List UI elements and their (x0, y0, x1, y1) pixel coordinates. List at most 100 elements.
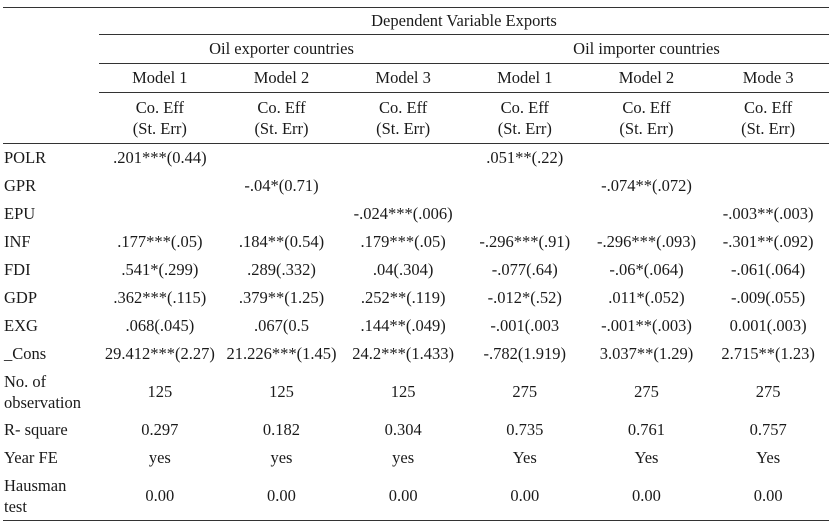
stats-row: Year FE yes yes yes Yes Yes Yes (3, 444, 829, 472)
table-row: GDP .362***(.115) .379**(1.25) .252**(.119)… (3, 284, 829, 312)
title-row: Dependent Variable Exports (3, 7, 829, 35)
table-row: _Cons 29.412***(2.27) 21.226***(1.45) 24.2*… (3, 340, 829, 368)
table-cell: .252**(.119) (360, 288, 446, 308)
table-cell: .362***(.115) (113, 288, 207, 308)
table-cell: .067(0.5 (253, 316, 309, 336)
model-header: Model 2 (220, 63, 343, 93)
row-label: _Cons (4, 344, 47, 364)
model-header: Mode 3 (707, 63, 829, 93)
table-cell: 0.00 (707, 472, 829, 521)
row-label: GPR (4, 176, 37, 196)
table-cell: -.04*(0.71) (244, 176, 319, 196)
table-cell: 24.2***(1.433) (352, 344, 455, 364)
table-cell (221, 144, 343, 173)
regression-table: Dependent Variable Exports Oil exporter … (3, 7, 829, 521)
table-cell: Yes (512, 448, 537, 468)
stats-row: R- square 0.297 0.182 0.304 0.735 0.761 0.757 (3, 416, 829, 444)
model-header: Model 2 (585, 63, 708, 93)
model-header-row: Model 1 Model 2 Model 3 Model 1 Model 2 … (3, 63, 829, 93)
table-cell: 0.304 (384, 420, 422, 440)
row-label: EPU (4, 204, 36, 224)
table-cell: -.301**(.092) (722, 232, 814, 252)
table-cell: -.061(.064) (731, 260, 806, 280)
coef-header: Co. Eff (St. Err) (585, 92, 708, 144)
table-cell: -.001**(.003) (601, 316, 692, 336)
table-cell: 0.00 (463, 472, 586, 521)
table-cell: yes (392, 448, 415, 468)
table-cell (342, 172, 464, 200)
table-cell: 0.00 (99, 472, 221, 521)
table-row: FDI .541*(.299) .289(.332) .04(.304) -.077(.… (3, 256, 829, 284)
table-cell: .051**(.22) (486, 148, 564, 168)
table-cell: yes (270, 448, 293, 468)
table-row: INF .177***(.05) .184**(0.54) .179***(.05) -… (3, 228, 829, 256)
table-cell (707, 144, 829, 173)
table-cell: 0.00 (220, 472, 343, 521)
row-label: FDI (4, 260, 31, 280)
coef-header: Co. Eff (St. Err) (463, 92, 586, 144)
table-cell: 2.715**(1.23) (721, 344, 815, 364)
table-cell: 125 (269, 382, 294, 402)
table-cell (99, 200, 221, 228)
table-cell: .184**(0.54) (238, 232, 325, 252)
stats-row: Hausman test 0.00 0.00 0.00 0.00 0.00 0.00 (3, 472, 829, 521)
table-cell: 0.00 (585, 472, 708, 521)
table-body: POLR .201***(0.44) .051**(.22) GPR -.04*(0.7… (3, 144, 829, 521)
table-row: EPU -.024***(.006) -.003**(.003) (3, 200, 829, 228)
table-cell: Yes (634, 448, 659, 468)
table-cell: -.077(.64) (491, 260, 558, 280)
table-title: Dependent Variable Exports (99, 7, 829, 35)
table-cell: -.009(.055) (731, 288, 806, 308)
coef-header: Co. Eff (St. Err) (99, 92, 221, 144)
table-cell: .144**(.049) (360, 316, 446, 336)
table-cell: 125 (147, 382, 173, 402)
table-cell: 0.761 (627, 420, 666, 440)
table-cell: .201***(0.44) (113, 148, 207, 168)
table-cell: .068(.045) (125, 316, 195, 336)
row-label: EXG (4, 316, 38, 336)
table-cell: yes (148, 448, 171, 468)
group-header-exporters: Oil exporter countries (99, 34, 464, 64)
row-label: POLR (4, 148, 47, 168)
table-row: POLR .201***(0.44) .051**(.22) (3, 144, 829, 173)
row-label: Hausman test (3, 472, 99, 521)
table-cell: .177***(.05) (117, 232, 203, 252)
table-cell: 0.182 (262, 420, 301, 440)
stats-row: No. of observation 125 125 125 275 275 275 (3, 368, 829, 416)
table-cell: .379**(1.25) (238, 288, 325, 308)
table-cell (464, 172, 586, 200)
row-label: R- square (4, 420, 68, 440)
table-cell: 21.226***(1.45) (226, 344, 337, 364)
table-cell: .289(.332) (247, 260, 316, 280)
table-cell: -.024***(.006) (353, 204, 453, 224)
row-label: GDP (4, 288, 38, 308)
coef-header: Co. Eff (St. Err) (342, 92, 464, 144)
table-cell: 0.001(.003) (729, 316, 807, 336)
row-label: INF (4, 232, 31, 252)
table-cell: 275 (634, 382, 659, 402)
model-header: Model 1 (463, 63, 586, 93)
table-cell: 0.757 (749, 420, 787, 440)
coef-header-row: Co. Eff (St. Err) Co. Eff (St. Err) Co. Ef… (3, 92, 829, 144)
row-label: No. of observation (4, 371, 81, 412)
table-row: GPR -.04*(0.71) -.074**(.072) (3, 172, 829, 200)
table-cell: -.296***(.91) (479, 232, 571, 252)
model-header: Model 1 (99, 63, 221, 93)
model-header: Model 3 (342, 63, 464, 93)
table-cell (342, 144, 464, 173)
table-cell: 3.037**(1.29) (599, 344, 694, 364)
table-cell (99, 172, 221, 200)
table-cell: 29.412***(2.27) (104, 344, 215, 364)
table-cell: -.012*(.52) (487, 288, 562, 308)
table-cell: 0.00 (342, 472, 464, 521)
table-cell: 0.735 (506, 420, 544, 440)
table-cell: -.296***(.093) (596, 232, 696, 252)
table-cell: -.003**(.003) (722, 204, 814, 224)
table-cell: -.001(.003 (490, 316, 560, 336)
table-cell (707, 172, 829, 200)
table-cell: .541*(.299) (121, 260, 199, 280)
table-cell: Yes (756, 448, 781, 468)
table-row: EXG .068(.045) .067(0.5 .144**(.049) -.001(.… (3, 312, 829, 340)
table-cell: -.06*(.064) (609, 260, 684, 280)
table-cell: 275 (755, 382, 781, 402)
